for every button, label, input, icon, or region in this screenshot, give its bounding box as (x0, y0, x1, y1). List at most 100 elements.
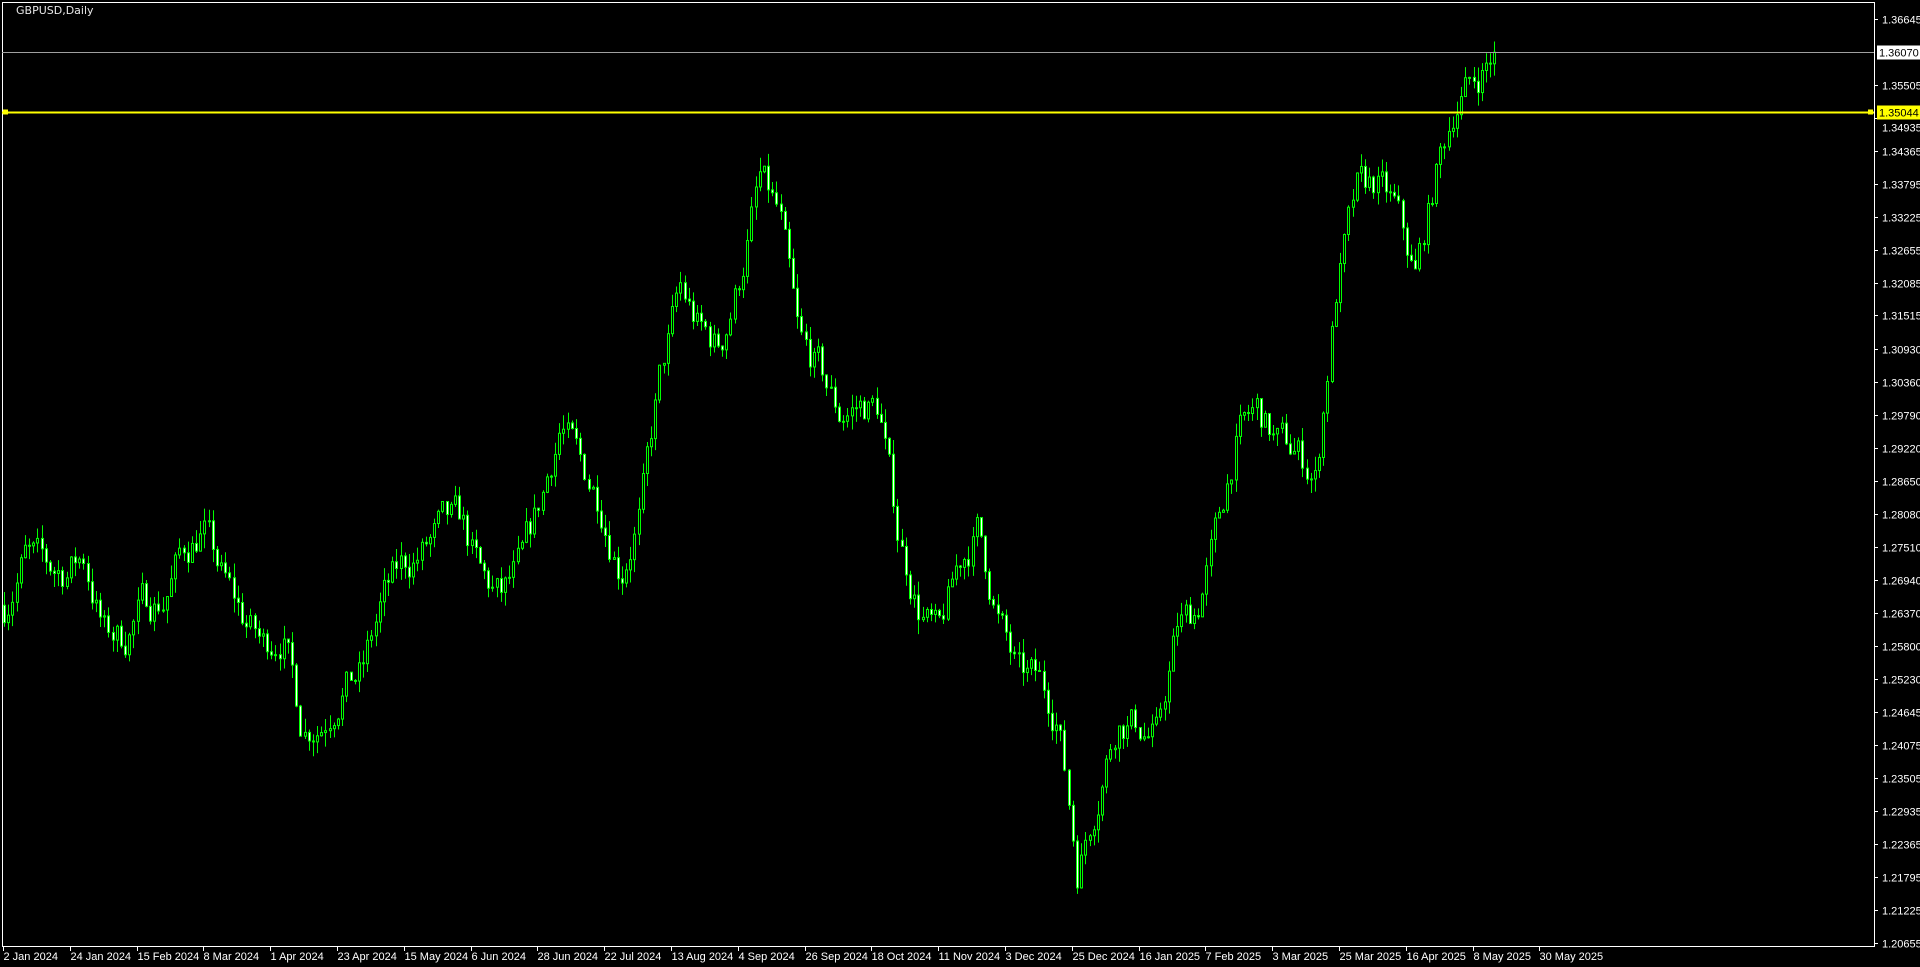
bear-candle (834, 386, 837, 408)
bear-candle (992, 598, 995, 606)
bear-candle (1068, 769, 1071, 806)
bull-candle (1172, 635, 1175, 672)
bear-candle (1268, 413, 1271, 436)
bear-candle (800, 316, 803, 333)
bear-candle (475, 539, 478, 549)
bull-candle (1368, 176, 1371, 188)
bear-candle (1005, 614, 1008, 633)
y-tick-label: 1.24645 (1882, 708, 1920, 720)
x-tick-label: 16 Jan 2025 (1140, 951, 1201, 963)
bull-candle (679, 282, 682, 294)
bull-candle (517, 547, 520, 563)
bear-candle (28, 544, 31, 547)
line-handle-right[interactable] (1868, 109, 1873, 115)
bear-candle (1059, 724, 1062, 731)
bull-candle (454, 495, 457, 505)
bull-candle (1097, 814, 1100, 831)
x-tick-label: 8 May 2025 (1474, 951, 1531, 963)
bull-candle (1464, 77, 1467, 98)
bear-candle (279, 654, 282, 660)
bear-candle (537, 507, 540, 511)
bull-candle (658, 364, 661, 401)
bear-candle (354, 679, 357, 682)
bull-candle (675, 292, 678, 307)
bull-candle (759, 171, 762, 188)
y-tick-label: 1.29790 (1882, 411, 1920, 423)
x-tick-label: 6 Jun 2024 (472, 951, 526, 963)
bull-candle (324, 730, 327, 734)
bull-candle (947, 586, 950, 620)
bear-candle (3, 604, 6, 624)
bull-candle (1055, 724, 1058, 732)
bull-candle (817, 346, 820, 353)
bull-candle (1226, 483, 1229, 511)
bear-candle (500, 578, 503, 593)
bull-candle (1439, 146, 1442, 165)
bear-candle (1372, 176, 1375, 194)
bear-candle (880, 413, 883, 423)
bull-candle (166, 596, 169, 611)
x-tick-label: 15 May 2024 (405, 951, 469, 963)
bear-candle (905, 545, 908, 576)
bull-candle (78, 558, 81, 564)
bear-candle (254, 615, 257, 630)
bull-candle (383, 579, 386, 603)
y-tick-label: 1.33225 (1882, 213, 1920, 225)
bear-candle (721, 345, 724, 351)
bear-candle (149, 605, 152, 622)
bull-candle (1168, 670, 1171, 703)
bull-candle (429, 536, 432, 545)
bull-candle (1322, 412, 1325, 458)
bull-candle (521, 541, 524, 549)
bull-candle (400, 555, 403, 569)
x-tick-label: 2 Jan 2024 (4, 951, 58, 963)
price-lines: 1.36070 1.35044 (2, 45, 1920, 120)
bear-candle (195, 542, 198, 552)
bear-candle (237, 597, 240, 603)
bull-candle (1456, 114, 1459, 129)
bear-candle (107, 615, 110, 633)
bear-candle (1047, 689, 1050, 714)
bull-candle (441, 501, 444, 512)
bull-candle (1418, 242, 1421, 270)
bull-candle (433, 523, 436, 538)
bear-candle (617, 557, 620, 580)
bull-candle (934, 609, 937, 615)
bull-candle (1084, 839, 1087, 856)
bull-candle (504, 577, 507, 593)
bear-candle (82, 558, 85, 565)
bull-candle (103, 615, 106, 618)
bull-candle (1210, 538, 1213, 567)
y-tick-label: 1.28650 (1882, 477, 1920, 489)
bull-candle (1314, 470, 1317, 480)
bear-candle (888, 437, 891, 455)
bull-candle (763, 165, 766, 173)
bear-candle (684, 282, 687, 300)
bear-candle (942, 615, 945, 620)
bull-candle (199, 533, 202, 552)
x-tick-label: 18 Oct 2024 (872, 951, 932, 963)
bull-candle (1205, 565, 1208, 595)
y-tick-label: 1.28080 (1882, 510, 1920, 522)
bear-candle (425, 541, 428, 545)
bull-candle (1485, 62, 1488, 71)
bull-candle (855, 407, 858, 410)
bull-candle (132, 620, 135, 636)
bull-candle (1443, 146, 1446, 149)
bear-candle (704, 320, 707, 328)
bull-candle (1281, 422, 1284, 429)
bear-candle (579, 437, 582, 455)
bull-candle (1101, 786, 1104, 816)
bull-candle (725, 334, 728, 351)
x-tick-label: 13 Aug 2024 (672, 951, 734, 963)
bull-candle (66, 577, 69, 587)
bear-candle (1013, 651, 1016, 655)
bull-candle (1360, 165, 1363, 174)
bull-candle (1164, 701, 1167, 710)
bull-candle (550, 475, 553, 478)
bull-candle (755, 186, 758, 208)
line-handle-left[interactable] (3, 109, 8, 115)
bull-candle (871, 397, 874, 403)
bid-price-label-bg (1877, 45, 1920, 60)
